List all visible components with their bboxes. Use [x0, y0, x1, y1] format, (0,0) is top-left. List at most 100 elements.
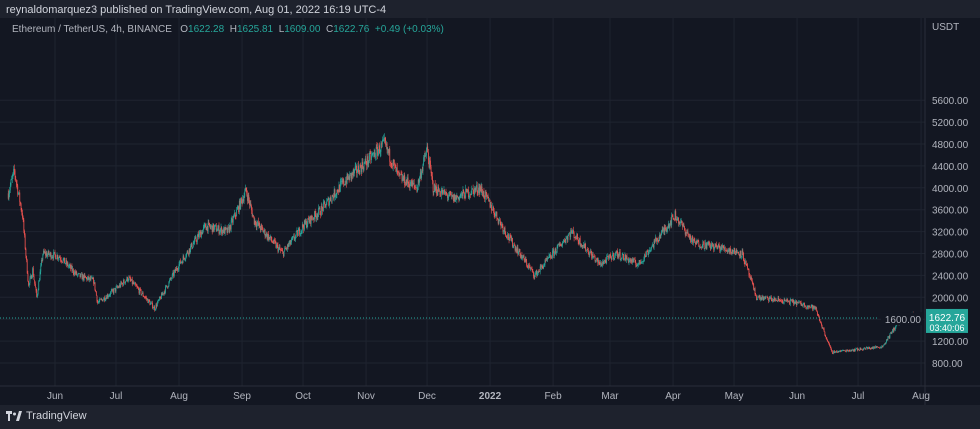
candle-body: [755, 294, 757, 296]
candle-body: [537, 272, 538, 276]
candle-body: [459, 196, 461, 197]
candle-body: [210, 226, 212, 228]
candle-body: [26, 259, 28, 274]
close-label: C: [325, 24, 334, 35]
candle-body: [661, 229, 663, 231]
candle-body: [372, 153, 374, 155]
candle-body: [356, 165, 357, 174]
candle-body: [615, 252, 616, 256]
candle-body: [849, 350, 851, 352]
candle-body: [156, 302, 158, 307]
candle-body: [160, 297, 162, 300]
candle-body: [701, 247, 703, 248]
candle-body: [84, 274, 86, 277]
candle-body: [358, 172, 360, 175]
candle-body: [95, 291, 97, 296]
candle-body: [137, 287, 139, 289]
candle-body: [402, 177, 404, 181]
candle-body: [869, 348, 871, 350]
candle-body: [257, 221, 259, 224]
candle-body: [352, 170, 354, 176]
candle-body: [831, 350, 833, 354]
candle-body: [453, 195, 454, 202]
candle-body: [9, 190, 10, 194]
candle-body: [726, 250, 727, 252]
candle-body: [489, 199, 491, 208]
candle-body: [591, 253, 593, 259]
candle-body: [366, 163, 368, 166]
candle-body: [167, 286, 169, 288]
candle-body: [269, 237, 271, 239]
tradingview-brand[interactable]: TradingView: [6, 410, 87, 422]
candle-body: [883, 344, 885, 346]
candle-body: [581, 244, 582, 248]
price-tick-label: 5200.00: [932, 118, 969, 129]
candle-body: [126, 277, 128, 281]
candle-body: [51, 257, 53, 259]
candle-body: [845, 351, 847, 352]
candle-body: [90, 277, 92, 280]
candle-body: [333, 189, 335, 199]
candle-body: [875, 346, 877, 348]
candle-body: [65, 260, 67, 264]
candle-body: [478, 187, 479, 193]
chart-pane[interactable]: USDT Jun Jul Aug Sep Oct Nov Dec 2022 Feb Mar Apr Ma…: [0, 18, 980, 405]
time-tick-label: Aug: [912, 391, 930, 402]
candle-body: [766, 296, 767, 298]
candle-body: [827, 341, 829, 343]
candle-body: [354, 169, 355, 174]
candle-body: [194, 238, 195, 243]
candle-body: [299, 228, 301, 235]
candle-body: [648, 251, 650, 255]
candle-body: [215, 225, 217, 232]
candle-body: [381, 141, 383, 145]
symbol-name[interactable]: Ethereum / TetherUS, 4h, BINANCE: [12, 24, 172, 35]
candle-body: [531, 269, 533, 270]
candle-body: [606, 256, 608, 257]
candle-body: [874, 347, 876, 349]
candle-body: [374, 152, 376, 158]
candle-body: [814, 307, 816, 309]
candle-body: [72, 268, 74, 274]
candle-body: [141, 293, 143, 295]
candle-body: [202, 229, 204, 235]
candle-body: [555, 249, 557, 253]
candle-body: [631, 259, 633, 263]
candle-body: [242, 199, 244, 204]
candle-body: [821, 323, 822, 326]
candle-body: [211, 225, 213, 233]
candle-body: [822, 328, 824, 329]
candle-body: [654, 240, 656, 242]
candle-body: [346, 173, 348, 184]
candle-body: [435, 186, 437, 191]
candle-body: [204, 224, 206, 225]
candle-body: [565, 238, 567, 243]
candle-body: [128, 277, 130, 281]
candle-body: [293, 235, 295, 240]
candle-body: [861, 349, 863, 351]
candle-body: [187, 251, 189, 254]
candle-body: [500, 221, 502, 227]
candle-body: [675, 211, 677, 220]
candle-body: [228, 226, 229, 228]
candle-body: [614, 255, 616, 259]
candle-body: [427, 152, 429, 161]
candle-body: [119, 284, 121, 287]
price-tick-label: 1200.00: [932, 337, 969, 348]
candlestick-chart[interactable]: USDT Jun Jul Aug Sep Oct Nov Dec 2022 Feb Mar Apr Ma…: [0, 18, 980, 405]
candle-body: [462, 189, 464, 196]
candle-body: [593, 256, 595, 258]
candle-body: [148, 299, 150, 302]
candle-body: [735, 250, 737, 255]
candle-body: [769, 297, 771, 299]
candle-body: [714, 243, 716, 247]
candle-body: [884, 343, 886, 345]
candle-body: [419, 177, 420, 183]
candle-body: [385, 143, 387, 146]
candle-body: [407, 177, 409, 184]
candle-body: [193, 242, 195, 244]
candle-body: [595, 260, 597, 262]
candle-body: [828, 342, 830, 344]
candle-body: [705, 242, 707, 249]
candle-body: [207, 225, 208, 232]
